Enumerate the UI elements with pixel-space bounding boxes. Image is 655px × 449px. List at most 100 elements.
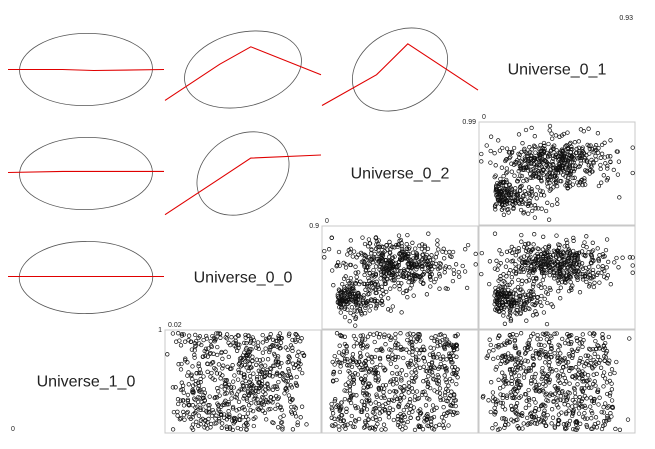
- scatter-point: [260, 350, 266, 355]
- scatter-point: [379, 346, 384, 351]
- scatter-point: [379, 259, 385, 265]
- scatter-point: [243, 359, 248, 364]
- scatter-point: [389, 347, 394, 353]
- scatter-point: [445, 399, 450, 404]
- scatter-point: [181, 390, 186, 395]
- loess-smoother-line: [164, 154, 322, 216]
- scatter-point: [521, 244, 527, 250]
- scatter-point: [370, 280, 375, 286]
- scatter-point: [391, 376, 396, 382]
- scatter-point: [451, 271, 457, 276]
- scatter-point: [279, 419, 285, 425]
- scatter-point: [516, 298, 521, 303]
- scatter-point: [630, 255, 635, 260]
- scatter-point: [546, 262, 551, 267]
- scatter-point: [382, 332, 387, 337]
- scatter-point: [390, 407, 396, 412]
- scatter-point: [591, 331, 596, 336]
- scatter-point: [202, 353, 208, 359]
- scatter-point: [358, 376, 364, 381]
- scatter-point: [367, 308, 372, 313]
- scatter-point: [419, 257, 425, 263]
- scatter-point: [399, 246, 405, 252]
- scatter-point: [451, 343, 457, 348]
- scatter-point: [352, 308, 357, 313]
- scatter-point: [349, 305, 355, 310]
- scatter-point: [381, 250, 386, 255]
- scatter-point: [435, 238, 440, 243]
- scatter-point: [503, 299, 509, 305]
- scatter-point: [575, 425, 580, 431]
- scatter-point: [219, 384, 224, 389]
- scatter-point: [525, 415, 530, 421]
- scatter-point: [258, 371, 263, 376]
- scatter-point: [531, 171, 536, 177]
- scatter-point: [510, 304, 515, 309]
- scatter-point: [541, 193, 547, 198]
- scatter-point: [231, 385, 236, 390]
- scatter-point: [266, 335, 271, 341]
- scatter-point: [565, 265, 570, 271]
- scatter-point: [363, 253, 368, 259]
- scatter-point: [563, 422, 569, 427]
- scatter-point: [523, 157, 528, 162]
- scatter-point: [385, 268, 390, 273]
- scatter-point: [603, 340, 608, 346]
- scatter-point: [350, 352, 356, 357]
- scatter-point: [574, 374, 579, 379]
- scatter-point: [630, 145, 635, 150]
- scatter-point: [278, 336, 284, 341]
- scatter-point: [390, 382, 396, 387]
- scatter-point: [393, 394, 398, 399]
- scatter-point: [526, 398, 532, 403]
- scatter-point: [545, 412, 550, 418]
- scatter-point: [345, 292, 350, 297]
- scatter-point: [542, 343, 547, 348]
- scatter-point: [401, 290, 406, 296]
- scatter-point: [567, 391, 572, 396]
- scatter-point: [448, 403, 454, 408]
- scatter-point: [417, 424, 423, 430]
- scatter-point: [437, 343, 443, 348]
- scatter-point: [354, 279, 359, 284]
- scatter-point: [408, 286, 413, 291]
- scatter-point: [583, 182, 588, 187]
- scatter-point: [526, 298, 532, 304]
- scatter-point: [262, 374, 267, 379]
- scatter-point: [244, 396, 249, 401]
- scatter-point: [589, 408, 594, 414]
- scatter-point: [251, 371, 256, 376]
- scatter-point: [254, 388, 259, 393]
- scatter-point: [182, 339, 188, 344]
- scatter-point: [346, 368, 351, 374]
- scatter-point: [514, 332, 519, 338]
- scatter-point: [523, 165, 529, 170]
- scatter-point: [366, 237, 372, 242]
- scatter-point: [383, 382, 389, 388]
- scatter-point: [374, 303, 379, 309]
- scatter-point: [492, 405, 497, 411]
- scatter-point: [542, 154, 548, 159]
- scatter-point: [505, 258, 510, 263]
- panel-frame: [478, 225, 636, 330]
- scatter-point: [525, 168, 531, 173]
- scatter-point: [524, 279, 529, 284]
- scatter-point: [399, 244, 405, 249]
- scatter-point: [508, 390, 513, 395]
- scatter-point: [329, 401, 334, 407]
- scatter-point: [235, 333, 241, 338]
- scatter-point: [419, 277, 424, 282]
- scatter-point: [412, 427, 418, 433]
- scatter-point: [590, 248, 596, 253]
- scatter-point: [549, 354, 554, 360]
- scatter-point: [526, 387, 531, 393]
- scatter-point: [600, 266, 605, 272]
- scatter-point: [219, 425, 224, 430]
- scatter-point: [535, 332, 540, 338]
- scatter-point: [568, 280, 573, 285]
- scatter-point: [401, 355, 406, 361]
- scatter-point: [401, 395, 407, 400]
- scatter-point: [577, 358, 582, 364]
- scatter-point: [542, 251, 547, 256]
- scatter-point: [577, 250, 582, 255]
